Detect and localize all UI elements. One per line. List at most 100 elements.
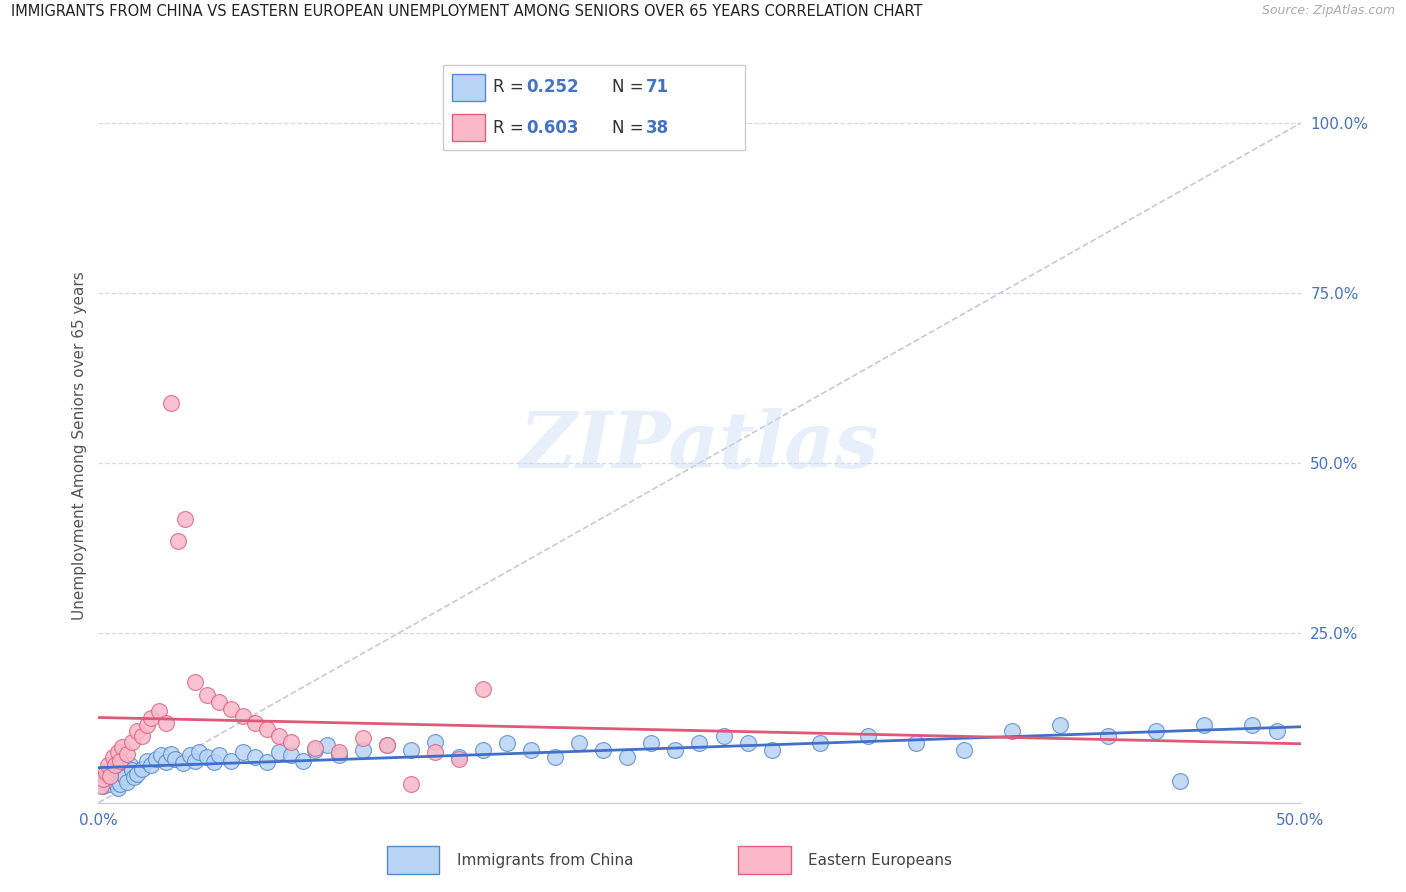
Point (107, 780, 129, 795)
Point (544, 749, 567, 764)
Point (117, 775, 139, 789)
Point (856, 729, 879, 743)
Point (232, 745, 254, 759)
Point (904, 736, 927, 750)
Point (107, 745, 129, 759)
Point (616, 749, 638, 764)
Point (111, 740, 134, 755)
Point (232, 708, 254, 723)
Point (121, 763, 143, 777)
Point (208, 748, 231, 763)
Point (375, 738, 398, 752)
Point (94, 765, 117, 780)
Point (124, 770, 146, 784)
Point (131, 762, 153, 776)
Point (423, 734, 446, 748)
Point (90, 779, 112, 793)
Point (91, 772, 114, 786)
Point (108, 754, 131, 768)
Point (1049, 717, 1071, 731)
Point (256, 755, 278, 769)
Point (108, 777, 131, 791)
Point (172, 756, 194, 771)
Point (188, 745, 211, 759)
Text: 38: 38 (645, 119, 668, 136)
Text: N =: N = (612, 78, 650, 96)
Y-axis label: Unemployment Among Seniors over 65 years: Unemployment Among Seniors over 65 years (72, 272, 87, 620)
Point (202, 755, 225, 769)
Point (520, 743, 543, 757)
Point (195, 689, 218, 703)
Point (304, 743, 326, 757)
Point (125, 724, 148, 739)
Point (183, 674, 205, 689)
Point (100, 769, 122, 783)
Point (145, 751, 167, 765)
Point (280, 748, 302, 763)
Point (399, 777, 422, 791)
Point (1097, 729, 1119, 743)
Point (100, 777, 122, 791)
Bar (387, 846, 439, 874)
Point (149, 748, 172, 763)
Point (328, 745, 350, 759)
Point (101, 774, 124, 789)
Point (165, 751, 187, 765)
Point (104, 770, 127, 784)
Point (1241, 717, 1264, 731)
Point (208, 695, 231, 709)
Point (472, 743, 495, 757)
Point (328, 748, 350, 763)
Point (159, 396, 181, 410)
Point (472, 681, 495, 696)
Point (688, 736, 710, 750)
Text: R =: R = (492, 119, 529, 136)
Point (141, 758, 163, 772)
Point (97, 758, 120, 772)
Text: Immigrants from China: Immigrants from China (457, 853, 634, 868)
Point (118, 758, 141, 772)
Point (713, 729, 735, 743)
Point (352, 743, 374, 757)
Point (352, 731, 374, 746)
Point (496, 736, 519, 750)
Point (97, 769, 120, 783)
Point (135, 717, 157, 731)
Point (737, 736, 759, 750)
Point (131, 729, 153, 743)
Point (399, 743, 422, 757)
Point (91, 779, 114, 793)
Point (664, 743, 686, 757)
Point (94, 772, 117, 786)
Point (155, 755, 177, 769)
Point (111, 765, 134, 780)
Point (179, 748, 201, 763)
Point (148, 704, 170, 718)
Point (447, 751, 470, 765)
Point (117, 747, 139, 761)
Point (423, 745, 446, 759)
Point (375, 738, 398, 752)
Bar (451, 114, 485, 142)
Bar (738, 846, 790, 874)
Point (291, 754, 314, 768)
Point (267, 745, 290, 759)
Text: Source: ZipAtlas.com: Source: ZipAtlas.com (1261, 4, 1395, 18)
Point (243, 749, 266, 764)
Point (90, 775, 112, 789)
Point (121, 734, 143, 748)
Text: N =: N = (612, 119, 650, 136)
Point (315, 738, 337, 752)
Text: 71: 71 (645, 78, 668, 96)
Point (195, 749, 218, 764)
Point (135, 754, 157, 768)
Point (155, 715, 177, 730)
Text: Eastern Europeans: Eastern Europeans (808, 853, 952, 868)
Text: R =: R = (492, 78, 529, 96)
Point (267, 729, 290, 743)
Point (219, 754, 242, 768)
Point (592, 743, 614, 757)
Point (808, 736, 831, 750)
Point (159, 747, 181, 761)
Point (447, 749, 470, 764)
